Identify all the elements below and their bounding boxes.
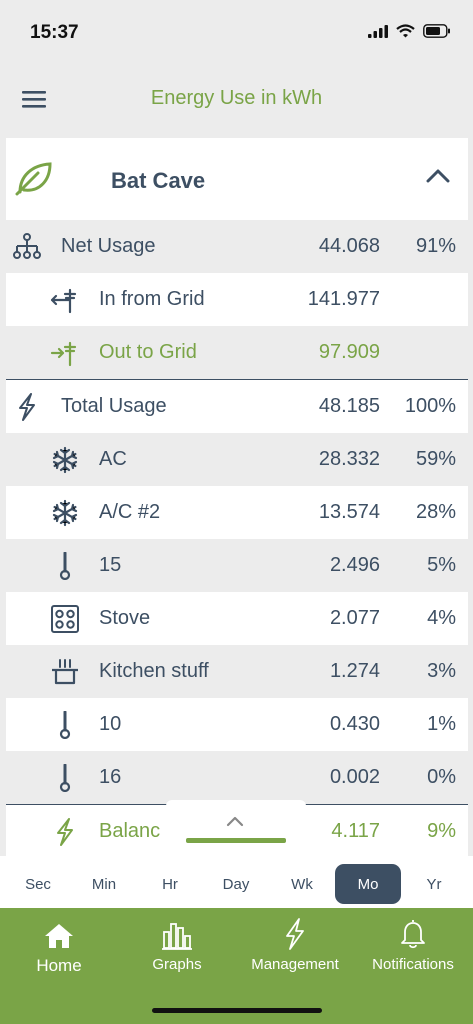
row-percent: 59% xyxy=(415,448,456,470)
range-hr-button[interactable]: Hr xyxy=(162,875,178,893)
bell-icon xyxy=(354,916,472,950)
tab-management[interactable]: Management xyxy=(236,916,354,986)
row-percent: 1% xyxy=(427,713,456,735)
row-label: In from Grid xyxy=(99,288,205,310)
time-range-selector: Sec Min Hr Day Wk Mo Yr xyxy=(0,856,473,908)
range-mo-button[interactable]: Mo xyxy=(335,864,401,904)
bottom-tab-bar: Home Graphs Management xyxy=(0,908,473,1024)
tab-label: Graphs xyxy=(152,956,202,973)
tab-home[interactable]: Home xyxy=(0,916,118,986)
grid-in-icon xyxy=(50,286,80,314)
usage-list: Net Usage 44.068 91% In from Grid 141.97… xyxy=(6,220,468,856)
grid-out-icon xyxy=(50,339,80,367)
chevron-up-icon[interactable] xyxy=(426,168,450,189)
site-card: Bat Cave Net Usage 44.068 91% xyxy=(6,138,468,856)
lightning-icon xyxy=(12,393,42,421)
status-bar: 15:37 xyxy=(0,0,473,64)
row-label: Out to Grid xyxy=(99,341,197,363)
bar-chart-icon xyxy=(118,916,236,950)
row-value: 48.185 xyxy=(318,395,380,417)
status-icons xyxy=(368,24,451,38)
stove-icon xyxy=(50,605,80,633)
plug-icon xyxy=(50,764,80,792)
row-percent: 0% xyxy=(427,766,456,788)
row-label: Kitchen stuff xyxy=(99,660,209,682)
tab-notifications[interactable]: Notifications xyxy=(354,916,472,986)
row-label: AC xyxy=(99,448,127,470)
usage-row-net-usage[interactable]: Net Usage 44.068 91% xyxy=(6,220,468,273)
row-percent: 9% xyxy=(427,820,456,842)
row-value: 1.274 xyxy=(329,660,380,682)
snowflake-icon xyxy=(50,499,80,527)
row-label: Balanc xyxy=(99,820,161,842)
range-day-button[interactable]: Day xyxy=(222,875,250,893)
lightning-icon xyxy=(236,916,354,950)
status-time: 15:37 xyxy=(30,22,79,43)
row-value: 0.430 xyxy=(329,713,380,735)
usage-row-total-usage[interactable]: Total Usage 48.185 100% xyxy=(6,379,468,433)
battery-icon xyxy=(423,24,450,38)
row-value: 44.068 xyxy=(318,235,380,257)
usage-row-ac[interactable]: AC 28.332 59% xyxy=(6,433,468,486)
usage-row-out-to-grid[interactable]: Out to Grid 97.909 xyxy=(6,326,468,379)
row-value: 2.077 xyxy=(329,607,380,629)
row-value: 13.574 xyxy=(318,501,380,523)
chart-drawer-handle[interactable] xyxy=(166,800,306,864)
site-card-header[interactable]: Bat Cave xyxy=(6,138,468,220)
pot-icon xyxy=(50,658,80,686)
plug-icon xyxy=(50,711,80,739)
row-label: Stove xyxy=(99,607,151,629)
drawer-grip-bar xyxy=(186,838,286,843)
plug-icon xyxy=(50,552,80,580)
page-title: Energy Use in kWh xyxy=(150,87,323,109)
leaf-icon xyxy=(14,160,54,201)
circuit-tree-icon xyxy=(12,233,42,261)
row-value: 2.496 xyxy=(329,554,380,576)
usage-row-stove[interactable]: Stove 2.077 4% xyxy=(6,592,468,645)
usage-row-circuit-16[interactable]: 16 0.002 0% xyxy=(6,751,468,804)
app-header: Energy Use in kWh xyxy=(0,64,473,134)
range-yr-button[interactable]: Yr xyxy=(426,875,442,893)
row-percent: 5% xyxy=(427,554,456,576)
usage-row-in-from-grid[interactable]: In from Grid 141.977 xyxy=(6,273,468,326)
chevron-up-icon xyxy=(224,814,246,833)
wifi-icon xyxy=(396,24,415,38)
row-value: 28.332 xyxy=(318,448,380,470)
lightning-icon xyxy=(50,818,80,846)
tab-label: Home xyxy=(36,956,82,975)
cellular-signal-icon xyxy=(368,24,388,38)
row-value: 97.909 xyxy=(318,341,380,363)
hamburger-menu-icon[interactable] xyxy=(22,88,48,110)
row-value: 0.002 xyxy=(329,766,380,788)
usage-row-ac-2[interactable]: A/C #2 13.574 28% xyxy=(6,486,468,539)
tab-label: Management xyxy=(251,956,339,973)
row-label: 10 xyxy=(99,713,122,735)
row-percent: 100% xyxy=(404,395,456,417)
usage-row-balance[interactable]: Balanc 4.117 9% xyxy=(6,804,468,856)
row-label: Net Usage xyxy=(61,235,156,257)
tab-label: Notifications xyxy=(372,956,454,973)
row-value: 141.977 xyxy=(307,288,380,310)
home-icon xyxy=(0,916,118,950)
row-percent: 3% xyxy=(427,660,456,682)
usage-row-kitchen-stuff[interactable]: Kitchen stuff 1.274 3% xyxy=(6,645,468,698)
tab-graphs[interactable]: Graphs xyxy=(118,916,236,986)
row-label: A/C #2 xyxy=(99,501,161,523)
site-name: Bat Cave xyxy=(111,168,206,193)
snowflake-icon xyxy=(50,446,80,474)
range-sec-button[interactable]: Sec xyxy=(25,875,51,893)
range-wk-button[interactable]: Wk xyxy=(291,875,313,893)
row-percent: 28% xyxy=(415,501,456,523)
row-percent: 91% xyxy=(415,235,456,257)
usage-row-circuit-10[interactable]: 10 0.430 1% xyxy=(6,698,468,751)
range-min-button[interactable]: Min xyxy=(91,875,117,893)
row-label: Total Usage xyxy=(61,395,167,417)
usage-row-circuit-15[interactable]: 15 2.496 5% xyxy=(6,539,468,592)
row-label: 16 xyxy=(99,766,122,788)
home-indicator xyxy=(152,1008,322,1013)
row-label: 15 xyxy=(99,554,122,576)
row-value: 4.117 xyxy=(331,820,380,842)
row-percent: 4% xyxy=(427,607,456,629)
